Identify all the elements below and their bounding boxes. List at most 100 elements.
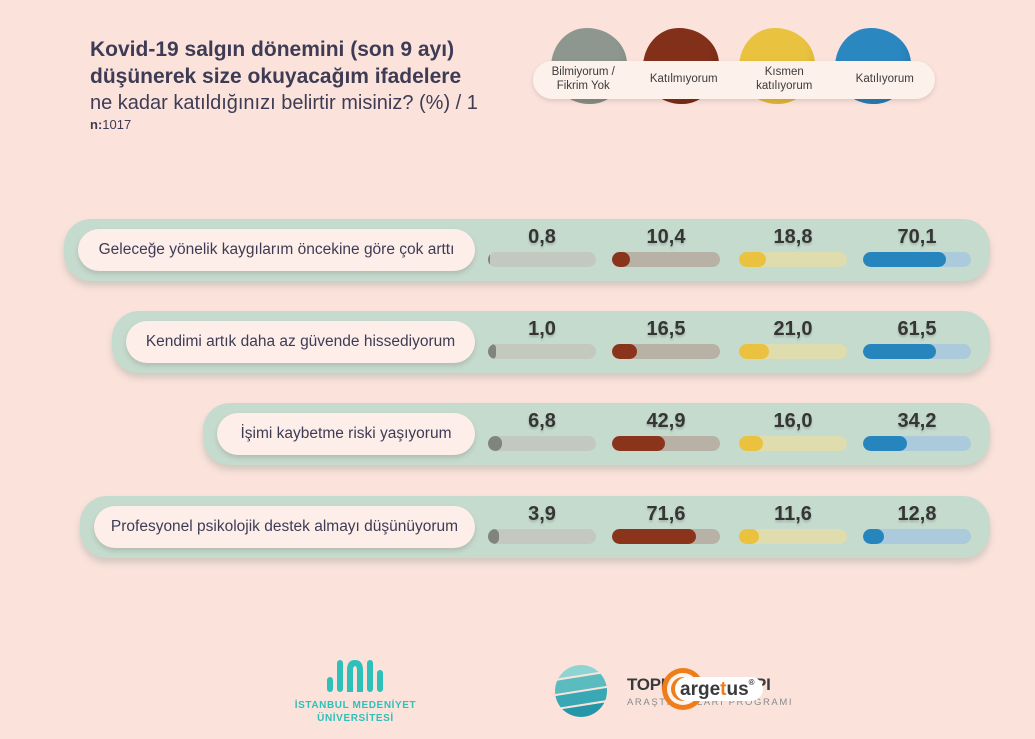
bar-fill <box>863 252 946 267</box>
chart-row: İşimi kaybetme riski yaşıyorum 6,8 42,9 … <box>203 403 990 465</box>
bar-value: 42,9 <box>646 410 686 432</box>
chart-row: Profesyonel psikolojik destek almayı düş… <box>80 496 990 558</box>
footer: İSTANBUL MEDENİYET ÜNİVERSİTESİ TOPLUMSA… <box>0 652 1035 732</box>
argetus-registered-mark: ® <box>748 678 755 687</box>
bar-track <box>739 529 847 544</box>
bar-fill <box>612 436 666 451</box>
toplumsal-yapi-globe-icon <box>551 664 611 718</box>
imu-logo-block: İSTANBUL MEDENİYET ÜNİVERSİTESİ <box>278 656 433 725</box>
row-bars: 1,0 16,5 21,0 61,5 <box>488 311 971 373</box>
row-label: İşimi kaybetme riski yaşıyorum <box>217 413 475 455</box>
bar-group-kismen: 16,0 <box>739 403 847 465</box>
title-line-3: ne kadar katıldığınızı belirtir misiniz?… <box>90 92 478 114</box>
bar-fill <box>739 436 764 451</box>
bar-group-katiliyorum: 61,5 <box>863 311 971 373</box>
bar-track <box>488 436 596 451</box>
bar-track <box>739 436 847 451</box>
bar-value: 10,4 <box>646 226 686 248</box>
bar-group-katiliyorum: 70,1 <box>863 219 971 281</box>
bar-track <box>863 529 971 544</box>
bar-group-katilmiyorum: 10,4 <box>612 219 720 281</box>
bar-value: 3,9 <box>528 503 556 525</box>
imu-logo-icon <box>326 660 383 692</box>
bar-track <box>863 252 971 267</box>
imu-name-line-1: İSTANBUL MEDENİYET <box>294 700 417 711</box>
argetus-text-arge: arge <box>680 679 721 700</box>
row-bars: 0,8 10,4 18,8 70,1 <box>488 219 971 281</box>
chart-row: Kendimi artık daha az güvende hissediyor… <box>112 311 990 373</box>
bar-track <box>612 252 720 267</box>
bar-fill <box>488 252 490 267</box>
legend-label: Kısmen katılıyorum <box>756 66 813 92</box>
bar-fill <box>863 529 884 544</box>
bar-track <box>739 252 847 267</box>
bar-value: 12,8 <box>897 503 937 525</box>
sample-size-label: n: <box>90 117 103 132</box>
bar-group-katiliyorum: 34,2 <box>863 403 971 465</box>
legend-label-bar: Bilmiyorum / Fikrim Yok Katılmıyorum Kıs… <box>533 61 935 99</box>
legend-label: Katılıyorum <box>855 73 914 86</box>
bar-fill <box>739 252 767 267</box>
bar-fill <box>739 529 759 544</box>
legend-label: Katılmıyorum <box>649 73 718 86</box>
bar-group-katilmiyorum: 71,6 <box>612 496 720 558</box>
sample-size: n:1017 <box>90 117 478 132</box>
bar-group-bilmiyorum: 1,0 <box>488 311 596 373</box>
bar-group-katiliyorum: 12,8 <box>863 496 971 558</box>
bar-fill <box>488 344 497 359</box>
bar-track <box>739 344 847 359</box>
title-block: Kovid-19 salgın dönemini (son 9 ayı) düş… <box>90 36 478 132</box>
bar-group-katilmiyorum: 42,9 <box>612 403 720 465</box>
bar-fill <box>488 529 500 544</box>
title-line-1: Kovid-19 salgın dönemini (son 9 ayı) <box>90 38 455 61</box>
bar-fill <box>612 252 631 267</box>
legend: Bilmiyorum / Fikrim Yok Katılmıyorum Kıs… <box>533 25 935 135</box>
bar-value: 16,0 <box>773 410 813 432</box>
imu-name-line-2: ÜNİVERSİTESİ <box>317 713 394 724</box>
row-label: Kendimi artık daha az güvende hissediyor… <box>126 321 475 363</box>
argetus-logo-block: argetus® <box>660 666 790 712</box>
bar-track <box>488 344 596 359</box>
bar-fill <box>739 344 769 359</box>
legend-label: Bilmiyorum / Fikrim Yok <box>551 66 615 92</box>
bar-value: 34,2 <box>897 410 937 432</box>
bar-value: 70,1 <box>897 226 937 248</box>
bar-fill <box>863 436 907 451</box>
bar-group-katilmiyorum: 16,5 <box>612 311 720 373</box>
bar-value: 6,8 <box>528 410 556 432</box>
bar-group-kismen: 21,0 <box>739 311 847 373</box>
bar-value: 71,6 <box>646 503 686 525</box>
bar-value: 18,8 <box>773 226 813 248</box>
bar-track <box>863 436 971 451</box>
bar-group-bilmiyorum: 6,8 <box>488 403 596 465</box>
bar-track <box>612 344 720 359</box>
argetus-text-t: t <box>720 679 727 700</box>
bar-track <box>488 529 596 544</box>
bar-fill <box>863 344 937 359</box>
bar-group-bilmiyorum: 3,9 <box>488 496 596 558</box>
bar-track <box>612 529 720 544</box>
row-bars: 6,8 42,9 16,0 34,2 <box>488 403 971 465</box>
bar-fill <box>612 529 697 544</box>
row-bars: 3,9 71,6 11,6 12,8 <box>488 496 971 558</box>
row-label: Geleceğe yönelik kaygılarım öncekine gör… <box>78 229 475 271</box>
bar-value: 61,5 <box>897 318 937 340</box>
bar-value: 16,5 <box>646 318 686 340</box>
bar-group-bilmiyorum: 0,8 <box>488 219 596 281</box>
bar-track <box>612 436 720 451</box>
title-line-2: düşünerek size okuyacağım ifadelere <box>90 65 462 88</box>
sample-size-value: 1017 <box>102 117 132 132</box>
bar-value: 1,0 <box>528 318 556 340</box>
bar-group-kismen: 18,8 <box>739 219 847 281</box>
bar-track <box>488 252 596 267</box>
argetus-wordmark: argetus® <box>675 677 763 701</box>
bar-value: 0,8 <box>528 226 556 248</box>
toplumsal-yapi-subtitle: ARAŞTIRMALARI PROGRAMI <box>627 696 794 708</box>
bar-value: 21,0 <box>773 318 813 340</box>
bar-fill <box>488 436 503 451</box>
bar-fill <box>612 344 637 359</box>
chart-row: Geleceğe yönelik kaygılarım öncekine gör… <box>64 219 990 281</box>
argetus-text-us: us <box>726 679 749 700</box>
row-label: Profesyonel psikolojik destek almayı düş… <box>94 506 475 548</box>
